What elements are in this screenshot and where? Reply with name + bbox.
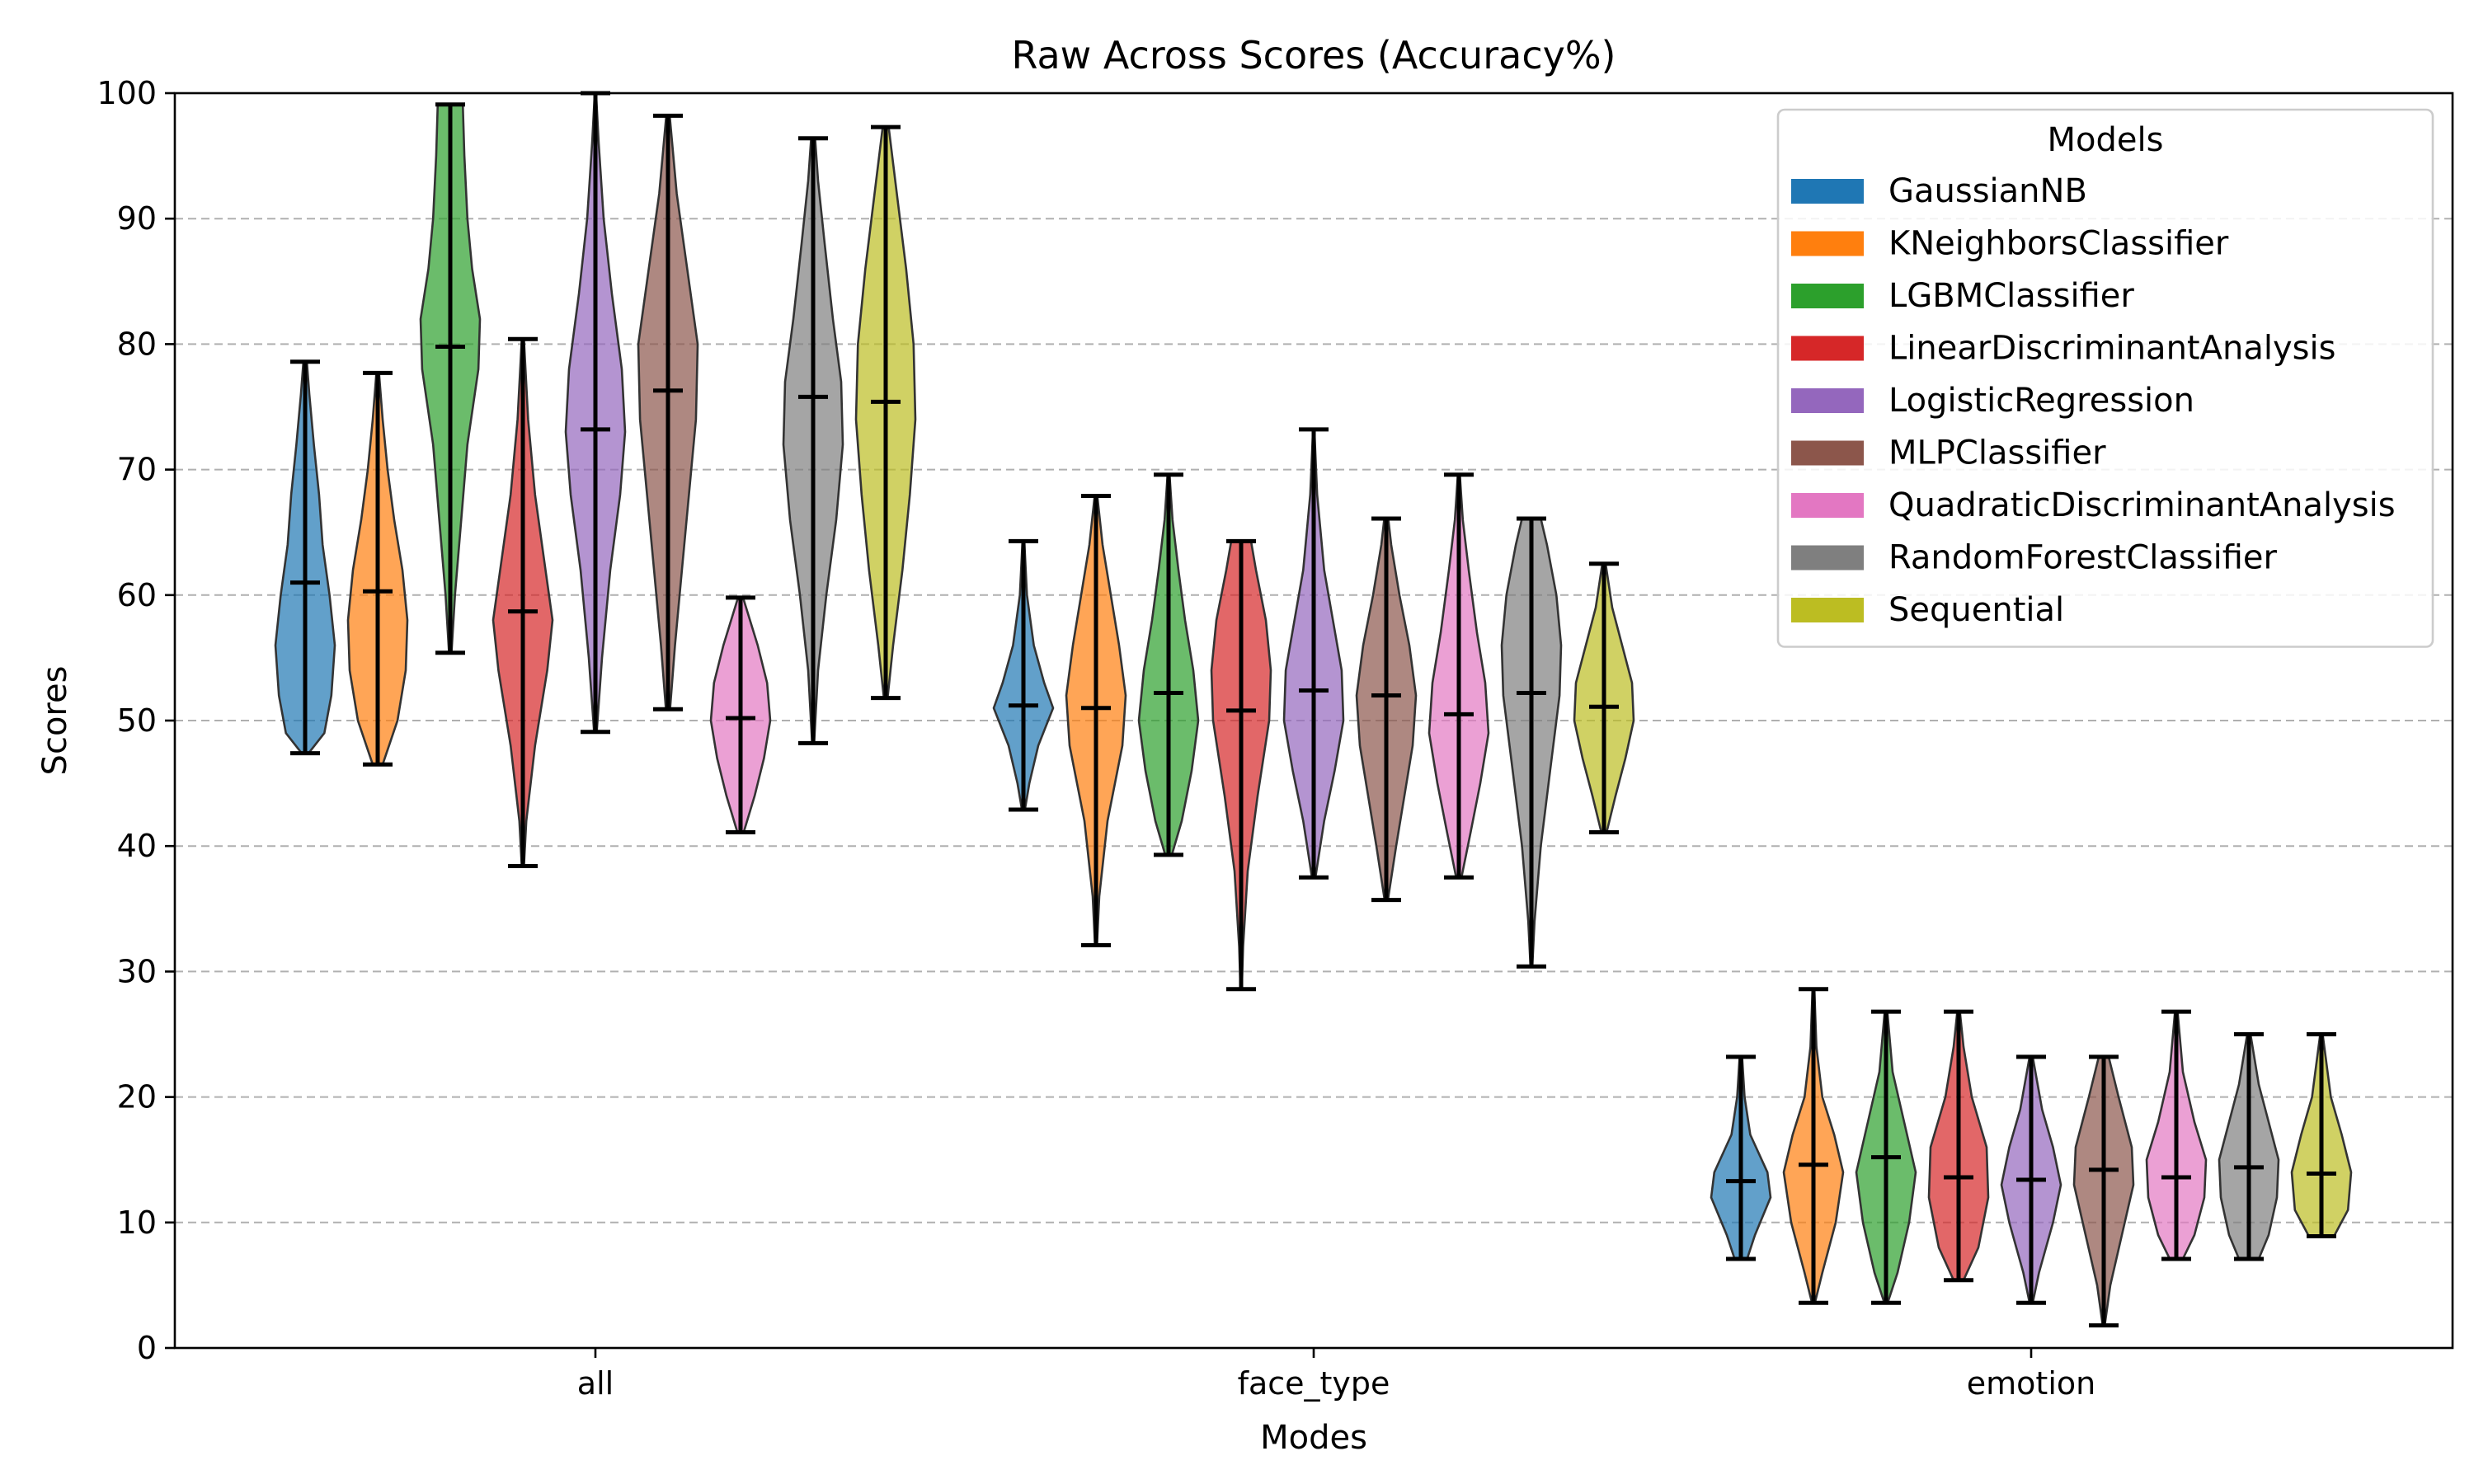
y-tick-label: 90 [117,200,157,237]
legend-label: LogisticRegression [1888,382,2194,420]
x-axis: all face_type emotion [577,1348,2095,1402]
legend-box [1776,108,2434,648]
legend-label: RandomForestClassifier [1888,539,2278,577]
legend-swatch [1791,284,1864,308]
y-tick-label: 80 [117,326,157,362]
y-tick-label: 0 [137,1330,157,1366]
legend-swatch [1791,388,1864,413]
legend-label: KNeighborsClassifier [1888,225,2229,263]
y-axis-label: Scores [36,666,74,776]
legend-label: MLPClassifier [1888,434,2106,472]
legend-label: GaussianNB [1888,172,2087,210]
legend: Models GaussianNB KNeighborsClassifier LGBM… [1776,108,2434,648]
legend-swatch [1791,598,1864,622]
y-axis: 0 10 20 30 40 50 60 70 80 90 100 [96,75,175,1366]
y-tick-label: 60 [117,577,157,613]
y-tick-label: 100 [96,75,157,111]
x-axis-label: Modes [1260,1419,1367,1457]
legend-label: QuadraticDiscriminantAnalysis [1888,486,2396,524]
y-tick-label: 40 [117,828,157,864]
legend-swatch [1791,493,1864,518]
violin-group [274,91,2353,1328]
y-tick-label: 70 [117,452,157,488]
x-tick-label: emotion [1967,1365,2095,1402]
legend-swatch [1791,336,1864,361]
legend-swatch [1791,231,1864,256]
legend-title: Models [2048,121,2164,159]
legend-label: LinearDiscriminantAnalysis [1888,330,2335,368]
y-tick-label: 20 [117,1079,157,1115]
legend-label: Sequential [1888,591,2064,629]
legend-swatch [1791,440,1864,466]
chart-title: Raw Across Scores (Accuracy%) [1012,33,1616,77]
y-tick-label: 50 [117,702,157,739]
y-tick-label: 10 [117,1205,157,1241]
legend-label: LGBMClassifier [1888,277,2134,315]
y-tick-label: 30 [117,953,157,989]
legend-swatch [1791,179,1864,204]
legend-swatch [1791,545,1864,571]
x-tick-label: all [577,1365,614,1402]
x-tick-label: face_type [1238,1365,1390,1402]
